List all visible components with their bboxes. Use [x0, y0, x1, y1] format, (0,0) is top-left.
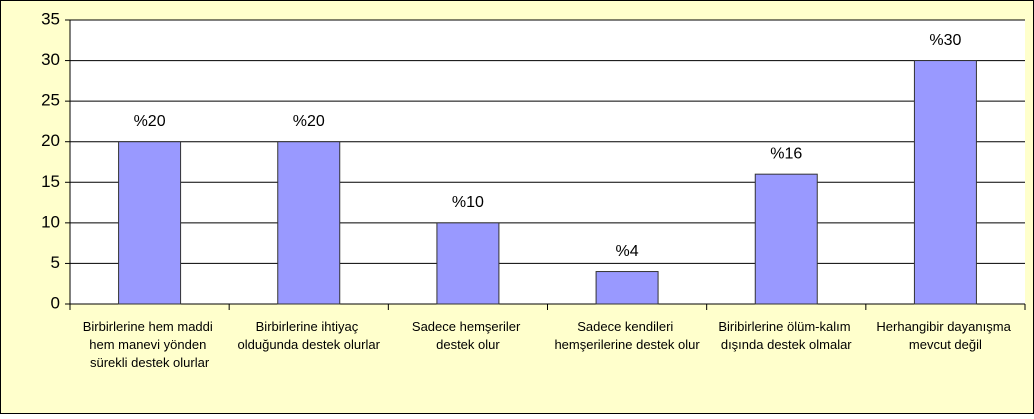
value-label: %16 [770, 145, 802, 162]
y-tick-label: 10 [41, 212, 60, 231]
x-tick-label: Herhangibir dayanışma mevcut değil [876, 319, 1014, 352]
x-tick-label: Sadece hemşeriler destek olur [412, 319, 524, 352]
value-label: %20 [134, 113, 166, 130]
y-tick-label: 0 [51, 293, 60, 312]
bar [913, 60, 977, 305]
y-tick-label: 15 [41, 172, 60, 191]
y-tick-label: 20 [41, 131, 60, 150]
y-tick-label: 25 [41, 91, 60, 110]
bar [595, 271, 659, 305]
value-label: %30 [929, 32, 961, 49]
x-tick-label: Biribirlerine ölüm-kalım dışında destek … [718, 319, 854, 352]
y-tick-label: 5 [51, 253, 60, 272]
value-label: %4 [616, 243, 639, 260]
x-tick-label: Birbirlerine hem maddi hem manevi yönden… [83, 319, 217, 370]
y-tick-label: 35 [41, 9, 60, 28]
x-tick-label: Sadece kendileri hemşerilerine destek ol… [554, 319, 700, 352]
bar [436, 222, 500, 305]
bar [277, 141, 341, 305]
value-label: %20 [293, 113, 325, 130]
bar [118, 141, 182, 305]
plot-area [70, 20, 1025, 304]
x-tick-label: Birbirlerine ihtiyaç olduğunda destek ol… [238, 319, 381, 352]
bar [754, 173, 818, 305]
y-tick-label: 30 [41, 50, 60, 69]
value-label: %10 [452, 194, 484, 211]
